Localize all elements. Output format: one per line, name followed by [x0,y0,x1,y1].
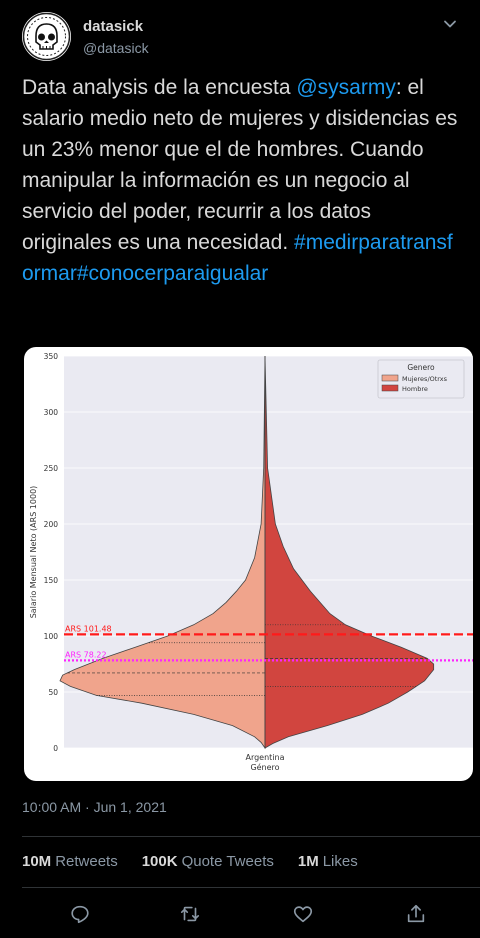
legend-swatch-hombre [381,384,399,392]
likes-label: Likes [322,853,358,870]
tweet-header: datasick @datasick [22,12,458,62]
violin-mujeres [59,355,266,750]
retweet-icon [180,906,200,922]
hashtag-link[interactable]: #medirparatransformar#conocerparaigualar [22,231,453,285]
y-tick-label: 350 [44,352,59,361]
author-handle[interactable]: @datasick [83,40,149,56]
chevron-down-icon[interactable] [442,16,458,32]
legend-swatch-mujeres [381,374,399,382]
retweets-count: 10M [22,853,52,870]
share-icon [407,904,425,923]
legend-box [377,359,465,399]
divider [22,887,480,888]
y-tick-label: 250 [44,464,59,473]
retweets-label: Retweets [55,853,118,870]
y-tick-label: 100 [44,632,59,641]
quote-tweets-stat[interactable]: 100K Quote Tweets [142,853,274,870]
tweet-text-part: : el salario medio neto de mujeres y dis… [22,76,458,254]
tweet-actions [22,900,458,928]
reply-button[interactable] [66,900,94,928]
y-tick-label: 300 [44,408,59,417]
violin-hombre [264,355,435,749]
like-button[interactable] [289,900,317,928]
retweet-button[interactable] [176,900,204,928]
x-category-label: Argentina [245,753,284,762]
mention-link[interactable]: @sysarmy [296,76,396,99]
likes-count: 1M [297,853,319,870]
reference-lines: ARS 101.48 ARS 78.22 [64,624,473,662]
y-axis-label: Salario Mensual Neto (ARS 1000) [29,486,38,619]
legend-label-mujeres: Mujeres/Otrxs [402,375,448,383]
reference-line-label: ARS 78.22 [65,650,107,659]
violins [59,355,435,750]
tweet-timestamp[interactable]: 10:00 AM · Jun 1, 2021 [22,799,167,815]
tweet-stats: 10M Retweets 100K Quote Tweets 1M Likes [22,853,382,870]
tweet-text: Data analysis de la encuesta @sysarmy: e… [22,72,464,289]
retweets-stat[interactable]: 10M Retweets [22,853,118,870]
x-axis-label: Género [250,762,279,772]
reply-icon [71,905,89,924]
quote-tweets-label: Quote Tweets [181,853,274,870]
skull-logo-icon [22,12,71,61]
y-tick-label: 0 [53,744,58,753]
quote-tweets-count: 100K [141,853,178,870]
avatar[interactable] [22,12,71,61]
chart-legend: Genero Mujeres/Otrxs Hombre [377,359,465,399]
reference-line-label: ARS 101.48 [65,624,112,633]
share-button[interactable] [402,900,430,928]
violin-chart: ARS 101.48 ARS 78.22 0 50 100 150 200 250 300 35… [29,352,473,772]
y-tick-label: 150 [44,576,59,585]
author-name[interactable]: datasick [83,18,144,35]
legend-label-hombre: Hombre [402,385,428,393]
y-ticks: 0 50 100 150 200 250 300 350 [44,352,59,753]
quartile-lines [67,624,428,696]
y-tick-label: 200 [44,520,59,529]
divider [22,836,480,837]
heart-icon [293,906,313,923]
y-tick-label: 50 [48,688,58,697]
likes-stat[interactable]: 1M Likes [298,853,358,870]
tweet-text-part: Data analysis de la encuesta [22,76,297,99]
legend-title: Genero [407,363,435,372]
tweet-media-chart[interactable]: ARS 101.48 ARS 78.22 0 50 100 150 200 250 300 35… [24,347,473,781]
